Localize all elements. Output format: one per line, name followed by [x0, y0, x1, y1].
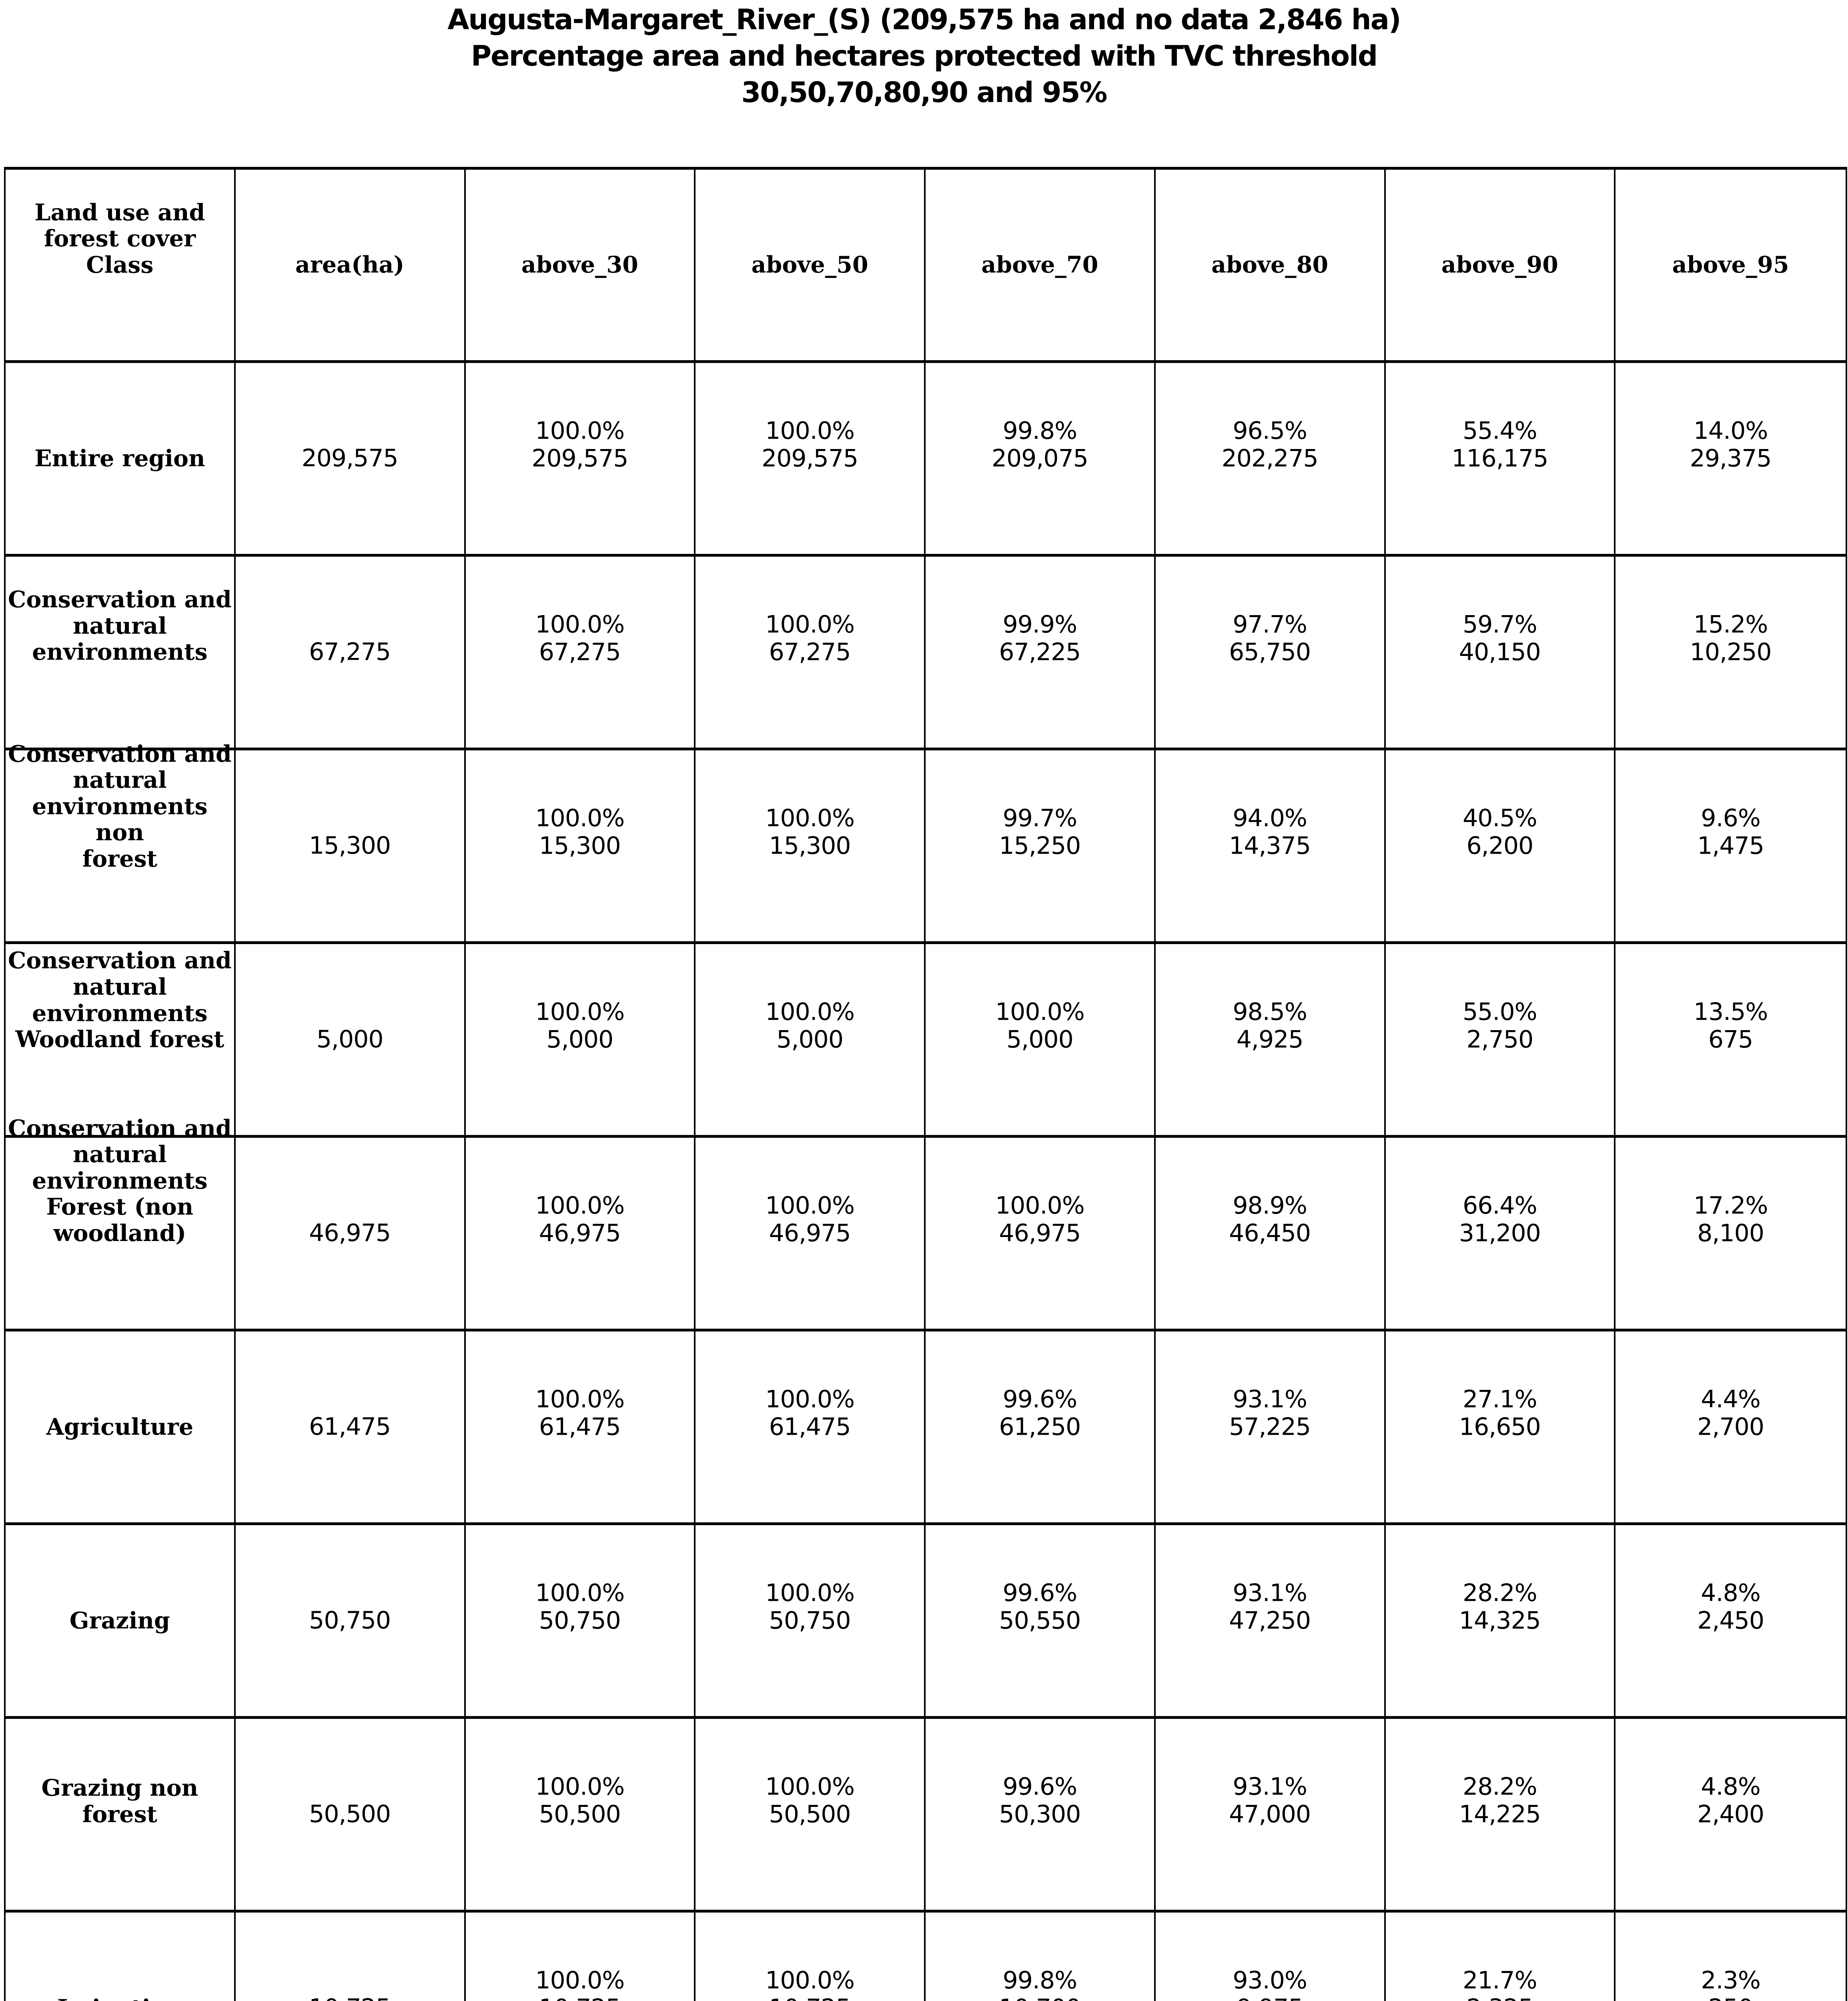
data-cell: 27.1% 16,650 [1386, 1331, 1616, 1522]
data-cell: 55.4% 116,175 [1386, 363, 1616, 554]
data-cell: 99.8% 209,075 [926, 363, 1156, 554]
data-cell: 209,575 [236, 363, 466, 554]
row-label: Irrigation [6, 1913, 236, 2001]
table-row: Conservation and natural environments non f… [6, 741, 1846, 944]
data-cell: 17.2% 8,100 [1693, 1191, 1768, 1247]
data-cell: 100.0% 67,275 [696, 557, 926, 748]
data-cell: 100.0% 209,575 [466, 363, 696, 554]
data-cell: 100.0% 46,975 [696, 1138, 926, 1329]
data-cell: 98.9% 46,450 [1156, 1138, 1386, 1329]
data-cell: 2.3%250 [1701, 1966, 1760, 2001]
data-cell: 100.0% 15,300 [696, 750, 926, 941]
data-cell: 9.6% 1,475 [1697, 804, 1764, 860]
row-label: Grazing [6, 1525, 236, 1716]
header-cell: Land use and forest cover Class [6, 170, 236, 360]
data-cell: 100.0% 61,475 [466, 1331, 696, 1522]
header-cell: above_95 [1672, 251, 1789, 279]
table-row: Conservation and natural environments Woodl… [6, 944, 1846, 1138]
data-cell: 99.6% 50,550 [926, 1525, 1156, 1716]
data-cell: 61,475 [236, 1331, 466, 1522]
data-cell: 100.0% 46,975 [466, 1138, 696, 1329]
header-cell: above_30 [466, 170, 696, 360]
table-row: Entire region 209,575 100.0% 209,575 100.0% 2… [6, 363, 1846, 557]
title-line-2: Percentage area and hectares protected w… [471, 40, 1378, 72]
header-cell: above_70 [926, 170, 1156, 360]
data-cell: 67,275 [236, 557, 466, 748]
data-cell: 100.0%10,725 [696, 1913, 926, 2001]
data-cell: 99.9% 67,225 [926, 557, 1156, 748]
table-row: Conservation and natural environments Fores… [6, 1115, 1846, 1331]
data-cell: 14.0% 29,375 [1690, 417, 1772, 472]
table-row: Irrigation10,725100.0%10,725100.0%10,725… [6, 1913, 1846, 2001]
table-row: Grazing non forest 50,500 100.0% 50,500 100.0… [6, 1719, 1846, 1913]
data-cell: 4.4% 2,700 [1697, 1385, 1764, 1441]
header-cell: above_50 [696, 170, 926, 360]
data-cell: 66.4% 31,200 [1386, 1138, 1616, 1329]
data-cell: 50,750 [236, 1525, 466, 1716]
data-cell: 15.2% 10,250 [1690, 610, 1772, 666]
title-line-1: Augusta-Margaret_River_(S) (209,575 ha a… [447, 3, 1401, 36]
header-cell: above_90 [1386, 170, 1616, 360]
data-cell: 97.7% 65,750 [1156, 557, 1386, 748]
table-row: Conservation and natural environments 67,27… [6, 557, 1846, 750]
data-cell: 100.0% 15,300 [466, 750, 696, 941]
data-cell: 100.0% 61,475 [696, 1331, 926, 1522]
row-label: Agriculture [6, 1331, 236, 1522]
data-cell: 28.2% 14,225 [1386, 1719, 1616, 1910]
data-cell: 4.8% 2,450 [1697, 1579, 1764, 1634]
data-cell: 46,975 [236, 1138, 466, 1329]
data-cell: 99.6% 61,250 [926, 1331, 1156, 1522]
data-cell: 93.1% 47,250 [1156, 1525, 1386, 1716]
data-cell: 98.5% 4,925 [1156, 944, 1386, 1135]
data-cell: 15,300 [236, 750, 466, 941]
data-cell: 99.8%10,700 [926, 1913, 1156, 2001]
data-cell: 94.0% 14,375 [1156, 750, 1386, 941]
data-cell: 93.1% 47,000 [1156, 1719, 1386, 1910]
data-cell: 13.5% 675 [1693, 998, 1768, 1053]
page-title: Augusta-Margaret_River_(S) (209,575 ha a… [0, 0, 1848, 111]
row-label: Grazing non forest [6, 1719, 236, 1910]
data-cell: 100.0% 46,975 [926, 1138, 1156, 1329]
row-label: Conservation and natural environments Woodl… [6, 944, 236, 1135]
data-cell: 55.0% 2,750 [1386, 944, 1616, 1135]
data-cell: 100.0% 50,500 [696, 1719, 926, 1910]
row-label: Conservation and natural environments [6, 557, 236, 748]
data-cell: 21.7%2,325 [1386, 1913, 1616, 2001]
data-cell: 5,000 [236, 944, 466, 1135]
data-cell: 100.0% 67,275 [466, 557, 696, 748]
header-cell: area(ha) [236, 170, 466, 360]
data-cell: 99.7% 15,250 [926, 750, 1156, 941]
data-cell: 28.2% 14,325 [1386, 1525, 1616, 1716]
table-header-row: Land use and forest cover Class area(ha) abo… [6, 170, 1846, 363]
title-line-3: 30,50,70,80,90 and 95% [741, 76, 1108, 109]
row-label: Conservation and natural environments Fores… [6, 1115, 236, 1329]
data-cell: 100.0% 50,750 [696, 1525, 926, 1716]
table-row: Agriculture 61,475 100.0% 61,475 100.0% 61,47… [6, 1331, 1846, 1525]
data-cell: 50,500 [236, 1719, 466, 1910]
data-cell: 10,725 [236, 1913, 466, 2001]
data-cell: 100.0% 50,500 [466, 1719, 696, 1910]
data-cell: 100.0%10,725 [466, 1913, 696, 2001]
data-cell: 96.5% 202,275 [1156, 363, 1386, 554]
data-cell: 99.6% 50,300 [926, 1719, 1156, 1910]
header-cell: above_80 [1156, 170, 1386, 360]
data-cell: 93.0%9,975 [1156, 1913, 1386, 2001]
row-label: Conservation and natural environments non f… [6, 741, 236, 941]
data-cell: 100.0% 5,000 [466, 944, 696, 1135]
data-cell: 100.0% 209,575 [696, 363, 926, 554]
data-cell: 40.5% 6,200 [1386, 750, 1616, 941]
data-cell: 100.0% 5,000 [696, 944, 926, 1135]
row-label: Entire region [6, 363, 236, 554]
report-table: Land use and forest cover Class area(ha) abo… [4, 167, 1847, 2001]
data-cell: 93.1% 57,225 [1156, 1331, 1386, 1522]
data-cell: 59.7% 40,150 [1386, 557, 1616, 748]
data-cell: 100.0% 50,750 [466, 1525, 696, 1716]
data-cell: 100.0% 5,000 [926, 944, 1156, 1135]
data-cell: 4.8% 2,400 [1697, 1772, 1764, 1828]
table-row: Grazing 50,750 100.0% 50,750 100.0% 50,750 99.… [6, 1525, 1846, 1719]
